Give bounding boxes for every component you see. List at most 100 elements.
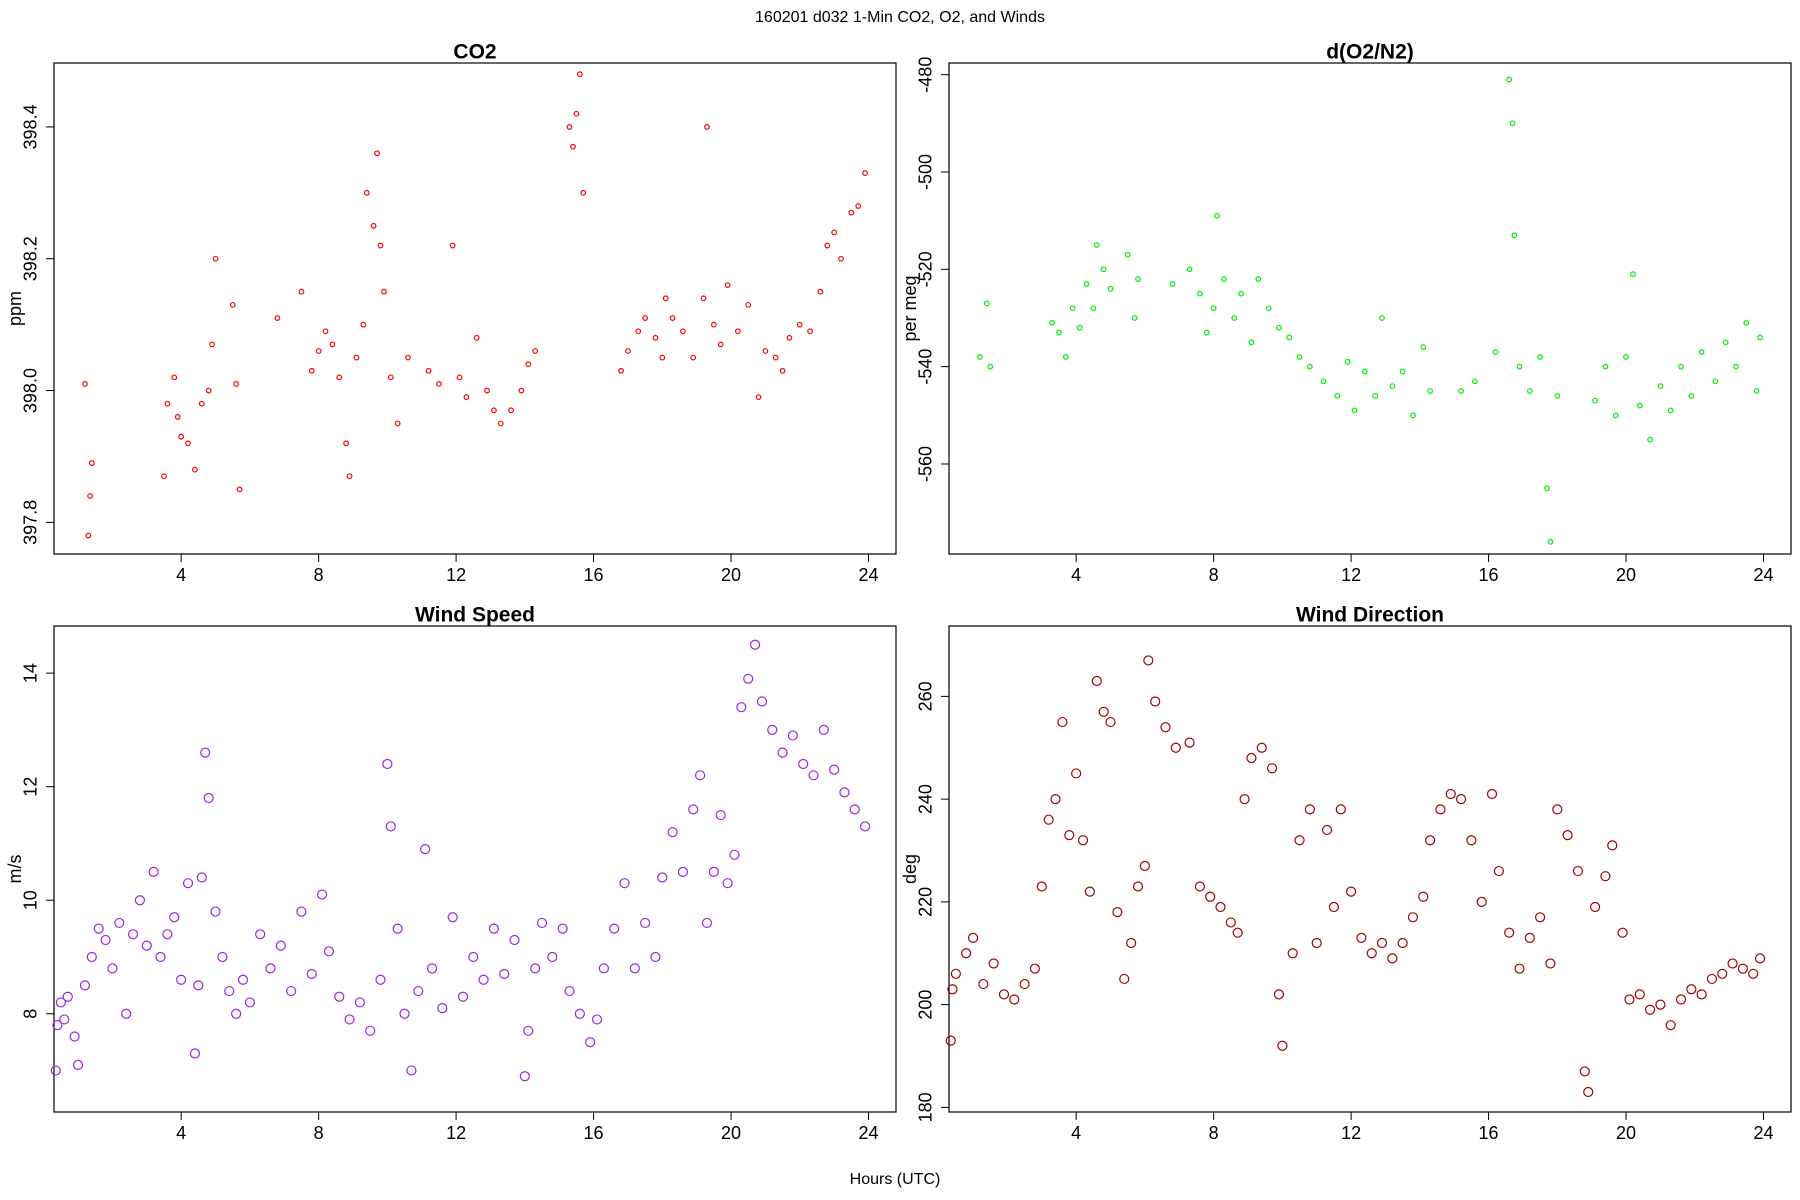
data-point (767, 724, 778, 735)
data-point (700, 295, 707, 302)
data-point (642, 315, 649, 321)
data-point (169, 912, 180, 923)
data-point (1504, 927, 1515, 938)
data-point (635, 328, 642, 335)
data-point (849, 804, 860, 815)
data-point (164, 400, 171, 407)
data-point (1537, 354, 1544, 360)
data-point (1445, 788, 1456, 800)
y-tick-label: 14 (21, 663, 41, 683)
data-point (1511, 232, 1518, 239)
data-point (374, 150, 380, 157)
data-point (838, 255, 844, 262)
data-point (127, 929, 139, 940)
data-point (1688, 392, 1695, 399)
data-point (1524, 932, 1535, 943)
data-point (585, 1037, 596, 1048)
data-point (1727, 958, 1738, 969)
x-tick-label: 20 (721, 565, 741, 585)
y-tick-label: 180 (916, 1092, 936, 1122)
y-tick-label: 397.8 (21, 500, 41, 545)
data-point (777, 747, 788, 758)
data-point (983, 300, 990, 307)
data-point (680, 328, 686, 335)
data-point (1418, 891, 1429, 902)
data-point (162, 929, 173, 940)
data-point (236, 486, 243, 493)
data-point (1276, 324, 1282, 331)
data-point (217, 951, 228, 963)
data-point (265, 963, 276, 974)
data-point (1255, 276, 1262, 282)
data-point (1311, 937, 1322, 949)
data-point (200, 747, 211, 758)
data-point (1328, 901, 1340, 913)
data-point (570, 143, 576, 150)
data-point (829, 764, 840, 775)
data-point (1492, 349, 1499, 355)
data-point (499, 968, 510, 980)
data-point (1266, 763, 1278, 774)
data-point (1562, 829, 1573, 841)
plot-frame (53, 62, 897, 555)
data-point (354, 997, 365, 1008)
data-point (205, 387, 212, 394)
data-point (1602, 363, 1609, 370)
data-point (1427, 388, 1434, 394)
data-point (1425, 835, 1436, 846)
data-point (1712, 378, 1719, 385)
data-point (1277, 1040, 1288, 1051)
data-point (859, 821, 871, 832)
data-point (1043, 814, 1054, 825)
data-point (478, 974, 489, 985)
data-point (296, 906, 307, 917)
data-point (536, 917, 548, 929)
data-point (1036, 881, 1047, 892)
data-point (1379, 315, 1385, 321)
y-tick-label: -480 (916, 57, 936, 93)
data-point (779, 367, 786, 374)
data-point (1535, 912, 1546, 923)
data-point (1143, 655, 1154, 666)
data-point (749, 639, 761, 650)
data-point (1273, 989, 1285, 1000)
data-point (114, 917, 125, 929)
data-point (1644, 1004, 1656, 1015)
data-point (420, 844, 431, 855)
data-point (209, 341, 215, 348)
data-point (1304, 804, 1315, 815)
data-point (353, 354, 360, 361)
data-point (1506, 76, 1513, 83)
data-point (1655, 999, 1666, 1010)
data-point (1084, 886, 1096, 897)
data-point (365, 1025, 376, 1036)
data-point (618, 367, 624, 374)
data-point (141, 940, 152, 951)
data-point (1435, 804, 1446, 815)
x-tick-label: 24 (858, 565, 878, 585)
data-point (787, 730, 798, 741)
data-point (796, 321, 803, 328)
data-point (1351, 407, 1358, 414)
data-point (100, 934, 111, 946)
data-point (436, 381, 442, 387)
data-point (704, 124, 710, 130)
data-point (1050, 794, 1061, 805)
data-point (212, 255, 219, 262)
data-point (1410, 412, 1416, 419)
data-point (1399, 368, 1406, 375)
data-point (652, 334, 659, 341)
data-point (387, 374, 394, 381)
data-point (724, 282, 731, 289)
data-point (1306, 363, 1313, 370)
data-point (547, 951, 558, 963)
data-point (1009, 994, 1020, 1005)
data-point (1093, 242, 1100, 248)
data-point (807, 328, 813, 335)
data-point (336, 374, 343, 381)
data-point (229, 301, 236, 308)
data-point (1706, 973, 1718, 985)
data-point (564, 985, 575, 997)
data-point (233, 381, 240, 387)
data-point (1098, 706, 1109, 717)
